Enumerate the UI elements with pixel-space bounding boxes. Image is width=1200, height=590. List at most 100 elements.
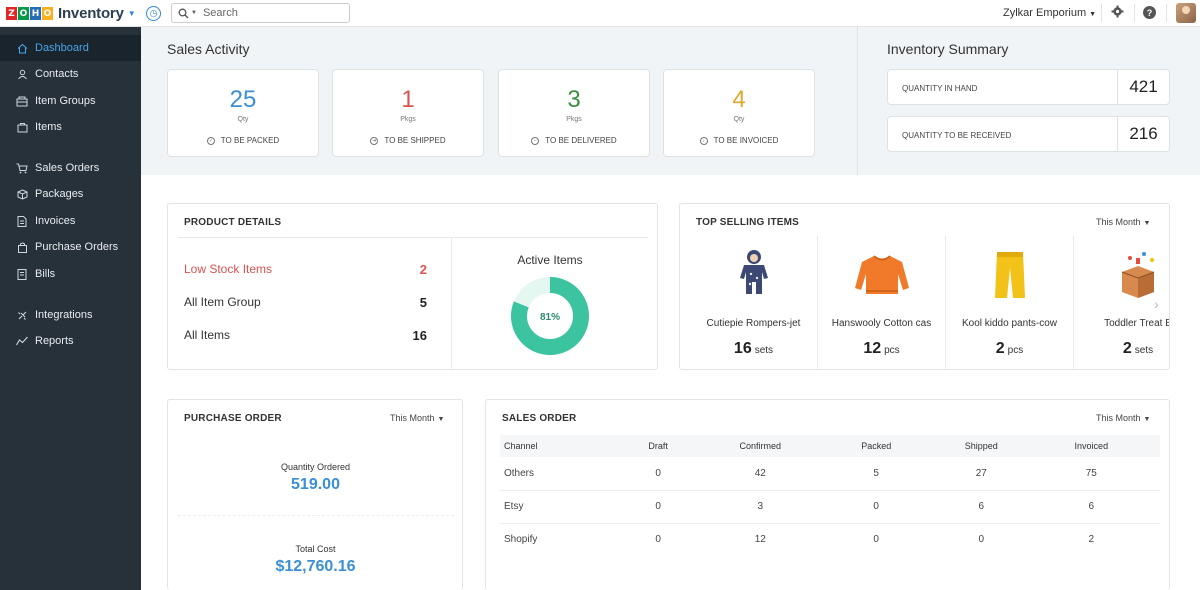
chart-icon: [16, 335, 28, 347]
table-header-row: Channel Draft Confirmed Packed Shipped I…: [500, 435, 1160, 457]
all-items-value: 16: [412, 328, 427, 343]
purchase-order-range-dropdown[interactable]: This Month ▼: [390, 413, 444, 423]
package-icon: [16, 188, 28, 200]
sidebar: Dashboard Contacts Item Groups Items Sal…: [0, 27, 141, 590]
quantity-to-be-received-card: QUANTITY TO BE RECEIVED 216: [887, 116, 1170, 152]
shipped-cell: 27: [939, 457, 1023, 491]
all-items-row[interactable]: All Items 16: [184, 328, 427, 344]
top-item-qty-value: 2: [1122, 340, 1132, 357]
organization-switcher[interactable]: Zylkar Emporium ▼: [1003, 7, 1096, 19]
sidebar-item-bills[interactable]: Bills: [0, 261, 141, 287]
gear-icon[interactable]: [1111, 5, 1124, 18]
activity-label: ✓ TO BE PACKED: [168, 136, 318, 145]
search-input[interactable]: Search: [202, 7, 238, 19]
activity-card-to-be-delivered[interactable]: 3 Pkgs – TO BE DELIVERED: [498, 69, 650, 157]
column-header[interactable]: Draft: [608, 435, 709, 457]
sidebar-item-label: Invoices: [35, 215, 76, 227]
all-item-group-row[interactable]: All Item Group 5: [184, 295, 427, 311]
activity-card-to-be-shipped[interactable]: 1 Pkgs ➜ TO BE SHIPPED: [332, 69, 484, 157]
top-selling-items-title: TOP SELLING ITEMS: [696, 217, 800, 228]
column-header[interactable]: Shipped: [939, 435, 1023, 457]
sidebar-item-item-groups[interactable]: Item Groups: [0, 88, 141, 114]
activity-value: 25: [229, 86, 257, 113]
sidebar-item-sales-orders[interactable]: Sales Orders: [0, 155, 141, 181]
top-selling-range-dropdown[interactable]: This Month ▼: [1096, 217, 1150, 227]
sidebar-item-dashboard[interactable]: Dashboard: [0, 35, 141, 61]
column-header[interactable]: Invoiced: [1022, 435, 1160, 457]
sidebar-item-integrations[interactable]: Integrations: [0, 302, 141, 328]
draft-cell: 0: [655, 534, 661, 546]
table-row[interactable]: Others 0 42 5 27 75: [500, 457, 1160, 491]
pants-image: [995, 252, 1025, 298]
activity-card-to-be-packed[interactable]: 25 Qty ✓ TO BE PACKED: [167, 69, 319, 157]
total-cost-metric: Total Cost $12,760.16: [168, 544, 463, 576]
cart-icon: [16, 162, 28, 174]
app-name: Inventory: [58, 5, 124, 22]
chevron-down-icon[interactable]: ▼: [127, 9, 136, 18]
top-item-name: Cutiepie Rompers-jet: [706, 318, 801, 329]
sales-order-range-dropdown[interactable]: This Month ▼: [1096, 413, 1150, 423]
invoice-icon: ↓: [699, 136, 708, 145]
divider: [178, 237, 648, 238]
sidebar-item-reports[interactable]: Reports: [0, 328, 141, 354]
top-item-card[interactable]: Cutiepie Rompers-jet 16 sets: [690, 236, 818, 369]
sidebar-item-purchase-orders[interactable]: Purchase Orders: [0, 234, 141, 260]
recent-icon[interactable]: ◷: [146, 6, 161, 21]
shipped-cell: 6: [939, 490, 1023, 524]
packed-cell: 0: [873, 534, 879, 546]
top-item-qty: 2 pcs: [946, 340, 1073, 358]
low-stock-items-row[interactable]: Low Stock Items 2: [184, 262, 427, 278]
search-icon[interactable]: [178, 8, 189, 19]
sidebar-item-contacts[interactable]: Contacts: [0, 61, 141, 87]
divider: [1134, 4, 1135, 22]
chevron-down-icon: ▼: [1143, 416, 1151, 423]
chevron-down-icon: ▼: [1143, 220, 1151, 227]
top-item-card[interactable]: Toddler Treat B 2 sets: [1074, 236, 1170, 369]
table-row[interactable]: Shopify 0 12 0 0 2: [500, 523, 1160, 556]
table-row[interactable]: Etsy 0 3 0 6 6: [500, 490, 1160, 524]
sidebar-item-label: Contacts: [35, 68, 79, 80]
confirmed-cell: 12: [754, 534, 766, 546]
total-cost-label: Total Cost: [295, 544, 336, 554]
app-logo[interactable]: Z O H O Inventory ▼: [6, 5, 136, 22]
integrations-icon: [16, 309, 28, 321]
invoiced-cell: 2: [1088, 534, 1095, 546]
divider: [1101, 4, 1102, 22]
inventory-summary-title: Inventory Summary: [887, 41, 1009, 57]
column-header[interactable]: Packed: [812, 435, 940, 457]
activity-label-text: TO BE DELIVERED: [545, 136, 617, 145]
sidebar-item-items[interactable]: Items: [0, 114, 141, 140]
packed-cell: 5: [812, 457, 940, 491]
bill-icon: [16, 268, 28, 280]
logo-letter: O: [42, 7, 53, 20]
activity-value: 4: [732, 86, 746, 113]
quantity-to-be-received-value: 216: [1117, 117, 1169, 151]
range-label: This Month: [1096, 217, 1141, 227]
top-item-card[interactable]: Hanswooly Cotton cas 12 pcs: [818, 236, 946, 369]
chevron-right-icon[interactable]: ›: [1154, 296, 1159, 312]
column-header[interactable]: Channel: [500, 435, 609, 457]
range-label: This Month: [1096, 413, 1141, 423]
column-header[interactable]: Confirmed: [708, 435, 813, 457]
logo-letter: H: [30, 7, 41, 20]
sales-activity-section: Sales Activity 25 Qty ✓ TO BE PACKED 1 Pk…: [141, 27, 1200, 175]
avatar[interactable]: [1176, 3, 1196, 23]
user-icon: [16, 68, 28, 80]
top-item-name: Toddler Treat B: [1104, 318, 1170, 329]
search-filter-caret-icon[interactable]: ▼: [191, 10, 197, 16]
sidebar-item-invoices[interactable]: Invoices: [0, 208, 141, 234]
sidebar-item-packages[interactable]: Packages: [0, 181, 141, 207]
activity-value: 1: [401, 86, 415, 113]
chevron-down-icon: ▼: [437, 416, 445, 423]
chevron-down-icon: ▼: [1089, 11, 1097, 18]
divider: [1166, 4, 1167, 22]
bag-icon: [16, 241, 28, 253]
divider: [451, 238, 452, 370]
search-box[interactable]: ▼ Search: [171, 3, 350, 23]
activity-card-to-be-invoiced[interactable]: 4 Qty ↓ TO BE INVOICED: [663, 69, 815, 157]
top-item-unit: pcs: [1007, 345, 1024, 356]
top-item-card[interactable]: Kool kiddo pants-cow 2 pcs: [946, 236, 1074, 369]
sales-order-title: SALES ORDER: [502, 413, 577, 424]
help-icon[interactable]: ?: [1143, 6, 1156, 19]
channel-cell: Etsy: [500, 490, 609, 524]
